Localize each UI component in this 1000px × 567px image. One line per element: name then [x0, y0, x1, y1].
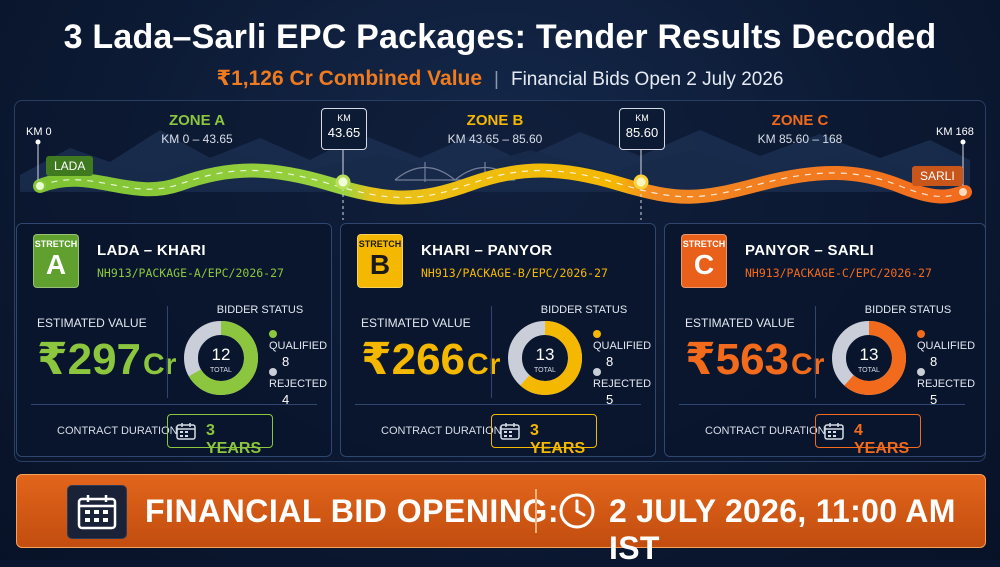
zone-c-range: KM 85.60 – 168: [757, 132, 843, 146]
zone-b-range: KM 43.65 – 85.60: [447, 132, 543, 146]
node-km-43: [335, 174, 351, 190]
km-marker-43: KM 43.65: [321, 108, 367, 150]
stretch-card-a: STRETCH A LADA – KHARI NH913/PACKAGE-A/E…: [16, 223, 332, 457]
zone-c-name: ZONE C: [771, 112, 829, 129]
calendar-icon: [500, 423, 520, 440]
legend-qualified: QUALIFIED 8: [269, 328, 331, 369]
combined-value: ₹1,126 Cr Combined Value: [216, 67, 483, 90]
clock-icon: [559, 493, 595, 529]
legend-rejected: REJECTED 4: [269, 366, 331, 407]
page-subtitle: ₹1,126 Cr Combined Value | Financial Bids …: [0, 66, 1000, 91]
contract-duration: 3 YEARS: [167, 414, 273, 457]
node-km-85: [633, 174, 649, 190]
total-label: TOTAL: [210, 367, 232, 374]
stretch-badge: STRETCH B: [357, 234, 403, 288]
total-count: 13: [860, 345, 879, 364]
legend-qualified: QUALIFIED 8: [917, 328, 985, 369]
km-start-label: KM 0: [26, 126, 52, 138]
estimated-value: ₹266Cr: [361, 335, 501, 384]
banner-separator: [535, 489, 537, 533]
contract-duration-label: CONTRACT DURATION: [57, 425, 178, 437]
km-end-label: KM 168: [936, 126, 974, 138]
page-title: 3 Lada–Sarli EPC Packages: Tender Result…: [63, 18, 937, 56]
financial-bid-banner: FINANCIAL BID OPENING: 2 JULY 2026, 11:0…: [16, 474, 986, 566]
stretch-badge: STRETCH A: [33, 234, 79, 288]
town-tag-lada: LADA: [46, 156, 94, 176]
legend-rejected: REJECTED 5: [917, 366, 985, 407]
package-code: NH913/PACKAGE-C/EPC/2026-27: [745, 266, 932, 280]
total-count: 13: [536, 345, 555, 364]
zone-b-name: ZONE B: [466, 112, 524, 129]
zone-a-name: ZONE A: [168, 112, 226, 129]
package-code: NH913/PACKAGE-B/EPC/2026-27: [421, 266, 608, 280]
package-code: NH913/PACKAGE-A/EPC/2026-27: [97, 266, 284, 280]
stretch-card-b: STRETCH B KHARI – PANYOR NH913/PACKAGE-B…: [340, 223, 656, 457]
bidder-status-label: BIDDER STATUS: [540, 304, 628, 316]
estimated-value: ₹563Cr: [685, 335, 825, 384]
banner-datetime: 2 JULY 2026, 11:00 AM IST: [609, 493, 956, 566]
stretch-name: KHARI – PANYOR: [421, 242, 553, 259]
estimated-value-label: ESTIMATED VALUE: [361, 316, 471, 330]
total-count: 12: [212, 345, 231, 364]
total-label: TOTAL: [858, 367, 880, 374]
calendar-icon: [824, 423, 844, 440]
total-label: TOTAL: [534, 367, 556, 374]
legend-qualified: QUALIFIED 8: [593, 328, 655, 369]
bidder-donut: 13 TOTAL: [832, 321, 906, 395]
bidder-donut: 12 TOTAL: [184, 321, 258, 395]
estimated-value-label: ESTIMATED VALUE: [37, 316, 147, 330]
zone-a-range: KM 0 – 43.65: [161, 132, 233, 146]
contract-duration: 3 YEARS: [491, 414, 597, 457]
km-marker-85: KM 85.60: [619, 108, 665, 150]
estimated-value: ₹297Cr: [37, 335, 177, 384]
town-tag-sarli: SARLI: [912, 166, 963, 186]
stretch-card-c: STRETCH C PANYOR – SARLI NH913/PACKAGE-C…: [664, 223, 986, 457]
subtitle-separator: |: [494, 69, 499, 90]
bidder-status-label: BIDDER STATUS: [216, 304, 304, 316]
contract-duration-label: CONTRACT DURATION: [381, 425, 502, 437]
banner-label: FINANCIAL BID OPENING:: [145, 493, 559, 529]
bids-open-date: Financial Bids Open 2 July 2026: [510, 69, 784, 90]
bidder-donut: 13 TOTAL: [508, 321, 582, 395]
node-end: [957, 186, 969, 198]
estimated-value-label: ESTIMATED VALUE: [685, 316, 795, 330]
banner-calendar: [67, 485, 127, 539]
bidder-status-label: BIDDER STATUS: [864, 304, 952, 316]
stretch-badge: STRETCH C: [681, 234, 727, 288]
contract-duration-label: CONTRACT DURATION: [705, 425, 826, 437]
stretch-name: LADA – KHARI: [97, 242, 206, 259]
stretch-name: PANYOR – SARLI: [745, 242, 874, 259]
calendar-icon: [77, 495, 117, 530]
contract-duration: 4 YEARS: [815, 414, 921, 457]
node-start: [34, 180, 46, 192]
calendar-icon: [176, 423, 196, 440]
corridor-map: [20, 130, 972, 220]
legend-rejected: REJECTED 5: [593, 366, 655, 407]
